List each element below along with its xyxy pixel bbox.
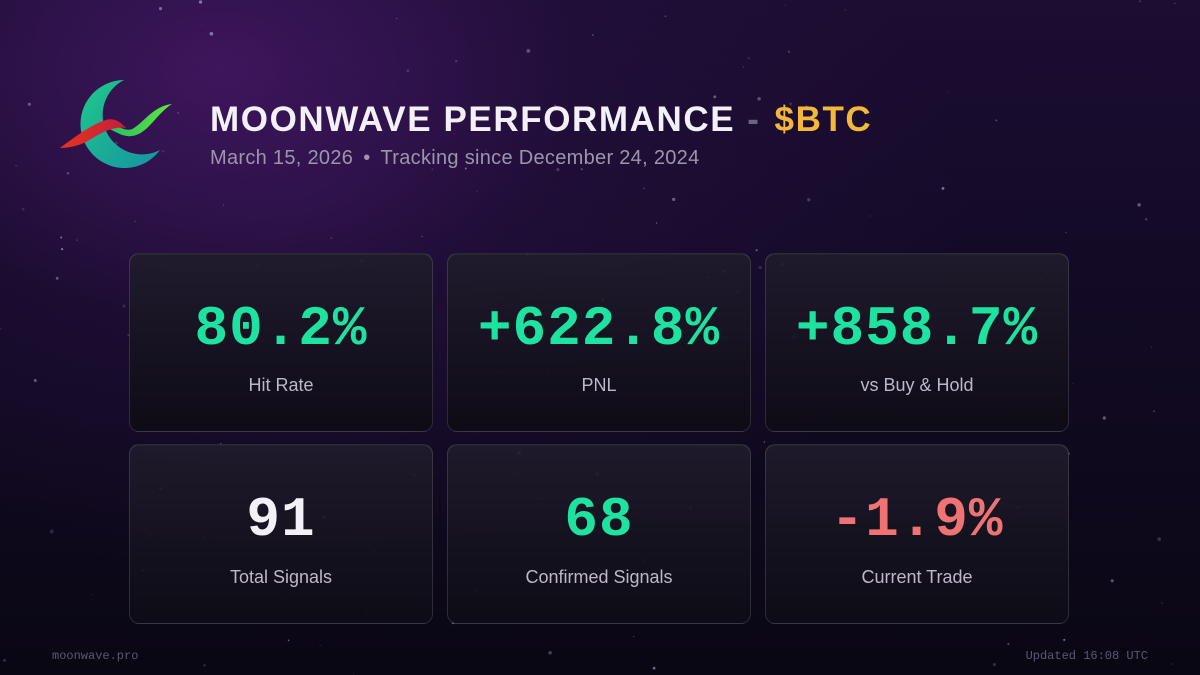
star-dot xyxy=(643,187,646,190)
star-dot xyxy=(1145,218,1148,221)
star-dot xyxy=(633,635,635,638)
star-dot xyxy=(844,9,847,11)
star-dot xyxy=(1065,231,1067,234)
star-dot xyxy=(784,4,786,6)
metric-value: -1.9% xyxy=(830,488,1004,552)
metric-card-total-signals: 91 Total Signals xyxy=(129,444,433,624)
star-dot xyxy=(526,49,531,53)
star-dot xyxy=(209,31,214,36)
star-dot xyxy=(60,236,63,239)
metric-value: +858.7% xyxy=(795,297,1039,361)
star-dot xyxy=(0,327,2,330)
star-dot xyxy=(198,0,203,4)
footer-site: moonwave.pro xyxy=(52,649,139,663)
star-dot xyxy=(992,662,996,667)
star-dot xyxy=(787,50,791,53)
star-dot xyxy=(1174,2,1176,5)
star-dot xyxy=(664,15,667,18)
title-separator: - xyxy=(747,100,761,139)
star-dot xyxy=(421,235,423,237)
metric-value: 68 xyxy=(564,488,634,552)
star-dot xyxy=(330,237,333,239)
star-dot xyxy=(158,7,163,11)
title-text: MOONWAVE PERFORMANCE xyxy=(210,100,736,139)
star-dot xyxy=(49,529,54,534)
star-dot xyxy=(3,659,6,662)
ticker-symbol: $BTC xyxy=(774,100,873,139)
star-dot xyxy=(941,186,945,190)
star-dot xyxy=(591,34,594,36)
star-dot xyxy=(1139,0,1141,3)
star-dot xyxy=(1137,203,1141,207)
star-dot xyxy=(742,66,745,68)
star-dot xyxy=(134,220,136,223)
metric-label: Current Trade xyxy=(861,567,973,587)
star-dot xyxy=(33,379,37,382)
metrics-grid: 80.2% Hit Rate +622.8% PNL +858.7% vs Bu… xyxy=(129,253,1071,624)
metric-value: 80.2% xyxy=(194,297,368,361)
header: MOONWAVE PERFORMANCE - $BTC March 15, 2026… xyxy=(56,76,1056,186)
metric-card-vs-buy-hold: +858.7% vs Buy & Hold xyxy=(765,253,1069,432)
star-dot xyxy=(287,639,290,642)
metric-value: +622.8% xyxy=(477,297,721,361)
star-dot xyxy=(655,222,658,224)
metric-value: 91 xyxy=(246,488,316,552)
star-dot xyxy=(1072,383,1074,385)
star-dot xyxy=(807,198,811,202)
metric-label: Confirmed Signals xyxy=(525,567,673,587)
star-dot xyxy=(76,239,78,241)
metric-card-confirmed-signals: 68 Confirmed Signals xyxy=(447,444,751,624)
star-dot xyxy=(396,18,398,20)
star-dot xyxy=(1007,642,1010,645)
star-dot xyxy=(1102,416,1106,420)
star-dot xyxy=(755,249,758,252)
star-dot xyxy=(476,191,478,193)
star-dot xyxy=(201,24,204,26)
star-dot xyxy=(1150,346,1152,348)
star-dot xyxy=(652,666,656,670)
tracking-since: Tracking since December 24, 2024 xyxy=(380,147,700,169)
star-dot xyxy=(672,197,676,202)
metric-label: Total Signals xyxy=(229,567,333,587)
footer-updated: Updated 16:08 UTC xyxy=(1025,649,1148,663)
report-date: March 15, 2026 xyxy=(210,147,354,169)
star-dot xyxy=(1171,663,1174,665)
star-dot xyxy=(1110,579,1114,583)
metric-card-pnl: +622.8% PNL xyxy=(447,253,751,432)
metric-label: vs Buy & Hold xyxy=(860,375,974,395)
star-dot xyxy=(1153,410,1155,413)
bullet-separator: • xyxy=(363,147,371,169)
star-dot xyxy=(60,247,64,251)
metric-card-hit-rate: 80.2% Hit Rate xyxy=(129,253,433,432)
star-dot xyxy=(548,651,552,655)
star-dot xyxy=(91,594,94,596)
star-dot xyxy=(122,304,126,308)
star-dot xyxy=(406,69,410,73)
page-title: MOONWAVE PERFORMANCE - $BTC xyxy=(210,100,872,140)
metric-card-current-trade: -1.9% Current Trade xyxy=(765,444,1069,624)
star-dot xyxy=(1157,537,1161,541)
metric-label: Hit Rate xyxy=(248,375,314,395)
star-dot xyxy=(319,645,321,647)
star-dot xyxy=(27,102,31,106)
star-dot xyxy=(454,59,458,63)
star-dot xyxy=(15,164,17,167)
star-dot xyxy=(1160,602,1163,604)
metric-label: PNL xyxy=(581,375,617,395)
subtitle: March 15, 2026 • Tracking since December 2… xyxy=(210,147,700,170)
star-dot xyxy=(55,276,59,280)
star-dot xyxy=(869,215,871,217)
star-dot xyxy=(223,204,225,206)
star-dot xyxy=(203,664,206,667)
moonwave-logo-icon xyxy=(60,80,172,168)
star-dot xyxy=(352,673,354,675)
star-dot xyxy=(21,207,25,211)
star-dot xyxy=(1063,638,1066,641)
star-dot xyxy=(747,57,750,60)
